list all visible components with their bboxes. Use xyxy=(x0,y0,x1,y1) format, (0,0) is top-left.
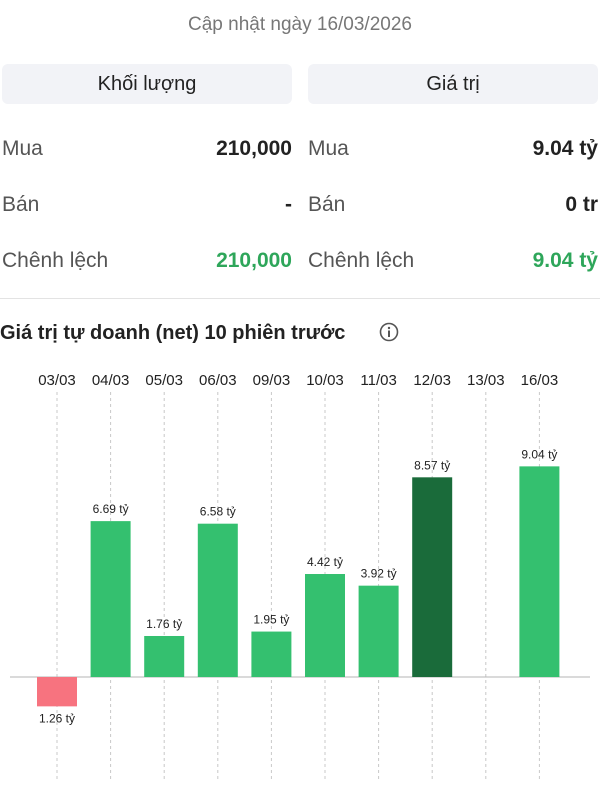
bar xyxy=(144,635,185,677)
x-tick-label: 12/03 xyxy=(413,372,451,389)
volume-buy-label: Mua xyxy=(2,137,43,160)
x-tick-label: 03/03 xyxy=(38,372,76,389)
bar xyxy=(358,585,399,677)
bar xyxy=(412,477,453,677)
bar xyxy=(197,523,238,677)
data-label: 3.92 tỷ xyxy=(361,567,397,581)
volume-sell-label: Bán xyxy=(2,193,40,216)
x-tick-label: 05/03 xyxy=(145,372,183,389)
data-label: 1.95 tỷ xyxy=(253,613,289,627)
value-diff-label: Chênh lệch xyxy=(308,249,415,272)
x-tick-label: 10/03 xyxy=(306,372,344,389)
update-date: Cập nhật ngày 16/03/2026 xyxy=(188,14,412,35)
data-label: 9.04 tỷ xyxy=(521,447,557,461)
value-column-header[interactable]: Giá trị xyxy=(308,64,598,104)
value-sell-value: 0 tr xyxy=(565,193,598,216)
bar xyxy=(251,631,292,677)
value-buy-label: Mua xyxy=(308,137,349,160)
bar xyxy=(305,574,345,677)
section-divider xyxy=(0,298,600,299)
data-label: 6.69 tỷ xyxy=(93,502,129,516)
x-tick-label: 11/03 xyxy=(360,372,396,389)
bar xyxy=(519,466,560,677)
value-buy-value: 9.04 tỷ xyxy=(532,137,598,160)
x-tick-label: 09/03 xyxy=(253,372,291,389)
chart-title: Giá trị tự doanh (net) 10 phiên trước xyxy=(0,322,346,344)
data-label: 8.57 tỷ xyxy=(414,458,450,472)
volume-diff-value: 210,000 xyxy=(216,249,292,272)
value-sell-label: Bán xyxy=(308,193,346,216)
bar xyxy=(37,677,77,707)
data-label: 4.42 tỷ xyxy=(307,555,343,569)
volume-column-header[interactable]: Khối lượng xyxy=(2,64,292,104)
x-tick-label: 04/03 xyxy=(92,372,130,389)
info-icon[interactable] xyxy=(379,322,399,342)
bar xyxy=(90,521,131,677)
volume-diff-label: Chênh lệch xyxy=(2,249,109,272)
data-label: 1.76 tỷ xyxy=(146,617,182,631)
x-tick-label: 06/03 xyxy=(199,372,237,389)
value-diff-value: 9.04 tỷ xyxy=(532,249,598,272)
x-tick-label: 16/03 xyxy=(521,372,559,389)
net-value-chart: 03/03 04/03 05/03 06/03 09/03 10/03 11/03 12/03… xyxy=(10,372,590,780)
data-label: 1.26 tỷ xyxy=(39,711,75,725)
data-label: 6.58 tỷ xyxy=(200,505,236,519)
volume-buy-value: 210,000 xyxy=(216,137,292,160)
volume-sell-value: - xyxy=(285,193,292,216)
x-tick-label: 13/03 xyxy=(467,372,505,389)
